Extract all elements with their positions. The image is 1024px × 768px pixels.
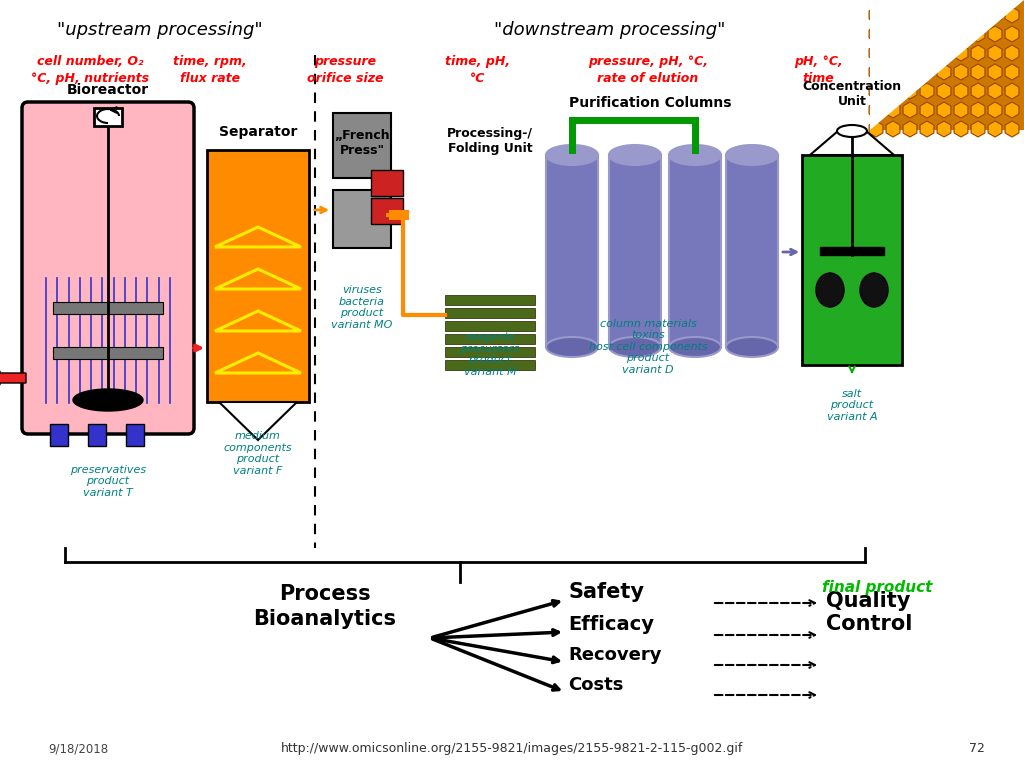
Text: Bioreactor: Bioreactor: [67, 83, 150, 97]
Ellipse shape: [73, 389, 143, 411]
Text: „French
Press": „French Press": [334, 129, 390, 157]
Bar: [546, 155, 598, 347]
Ellipse shape: [860, 273, 888, 307]
Bar: [445, 308, 535, 318]
Text: 72: 72: [969, 742, 985, 755]
Text: Process
Bioanalytics: Process Bioanalytics: [254, 584, 396, 629]
Bar: [445, 347, 535, 357]
Bar: [333, 190, 391, 248]
Text: Quality
Control: Quality Control: [826, 591, 912, 634]
Text: Separator: Separator: [219, 125, 297, 139]
Text: Concentration
Unit: Concentration Unit: [803, 80, 901, 108]
Text: time, pH,: time, pH,: [445, 55, 511, 68]
Text: final product: final product: [822, 580, 933, 595]
Bar: [445, 360, 535, 370]
Text: Costs: Costs: [568, 676, 624, 694]
Bar: [669, 155, 721, 347]
Text: time, rpm,: time, rpm,: [173, 55, 247, 68]
Bar: [445, 295, 535, 305]
Bar: [88, 424, 106, 446]
Text: Safety: Safety: [568, 582, 644, 602]
Bar: [609, 155, 662, 347]
Text: pressure, pH, °C,: pressure, pH, °C,: [588, 55, 708, 68]
Text: Efficacy: Efficacy: [568, 615, 654, 634]
Text: Recovery: Recovery: [568, 646, 662, 664]
Bar: [53, 347, 163, 359]
FancyBboxPatch shape: [22, 102, 194, 434]
Text: reagents
precursors
product
variant M: reagents precursors product variant M: [461, 333, 519, 377]
Ellipse shape: [546, 337, 598, 357]
Bar: [726, 155, 778, 347]
Text: viruses
bacteria
product
variant MO: viruses bacteria product variant MO: [332, 285, 392, 330]
Polygon shape: [810, 131, 894, 155]
Bar: [207, 150, 309, 402]
Text: °C, pH, nutrients: °C, pH, nutrients: [31, 72, 150, 85]
Bar: [371, 198, 403, 224]
Text: pH, °C,: pH, °C,: [794, 55, 843, 68]
Bar: [820, 247, 884, 255]
Bar: [445, 321, 535, 331]
Bar: [389, 210, 409, 220]
Text: Processing-/
Folding Unit: Processing-/ Folding Unit: [447, 127, 534, 155]
Ellipse shape: [816, 273, 844, 307]
Text: "upstream processing": "upstream processing": [57, 21, 263, 39]
Text: medium
components
product
variant F: medium components product variant F: [223, 431, 292, 476]
Text: flux rate: flux rate: [180, 72, 240, 85]
Text: "downstream processing": "downstream processing": [495, 21, 726, 39]
Bar: [445, 334, 535, 344]
Bar: [94, 108, 122, 126]
Ellipse shape: [546, 145, 598, 165]
Ellipse shape: [726, 337, 778, 357]
Text: pressure: pressure: [314, 55, 376, 68]
Bar: [53, 302, 163, 314]
Text: column materials
toxins
host cell components
product
variant D: column materials toxins host cell compon…: [589, 319, 708, 375]
Bar: [50, 424, 68, 446]
FancyArrow shape: [0, 371, 26, 385]
Text: time: time: [802, 72, 834, 85]
Text: http://www.omicsonline.org/2155-9821/images/2155-9821-2-115-g002.gif: http://www.omicsonline.org/2155-9821/ima…: [281, 742, 743, 755]
Text: °C: °C: [470, 72, 485, 85]
Bar: [870, 0, 1024, 130]
Ellipse shape: [726, 145, 778, 165]
Polygon shape: [870, 0, 1024, 130]
Bar: [126, 424, 144, 446]
Ellipse shape: [669, 337, 721, 357]
Text: preservatives
product
variant T: preservatives product variant T: [70, 465, 146, 498]
Bar: [371, 170, 403, 196]
Bar: [333, 113, 391, 178]
Ellipse shape: [837, 125, 867, 137]
Text: cell number, O₂: cell number, O₂: [37, 55, 143, 68]
Ellipse shape: [609, 145, 662, 165]
Ellipse shape: [609, 337, 662, 357]
Text: Purification Columns: Purification Columns: [568, 96, 731, 110]
Text: rate of elution: rate of elution: [597, 72, 698, 85]
Text: orifice size: orifice size: [307, 72, 383, 85]
Ellipse shape: [669, 145, 721, 165]
Bar: [802, 155, 902, 365]
Text: salt
product
variant A: salt product variant A: [826, 389, 878, 422]
Polygon shape: [219, 402, 297, 440]
Text: 9/18/2018: 9/18/2018: [48, 742, 109, 755]
